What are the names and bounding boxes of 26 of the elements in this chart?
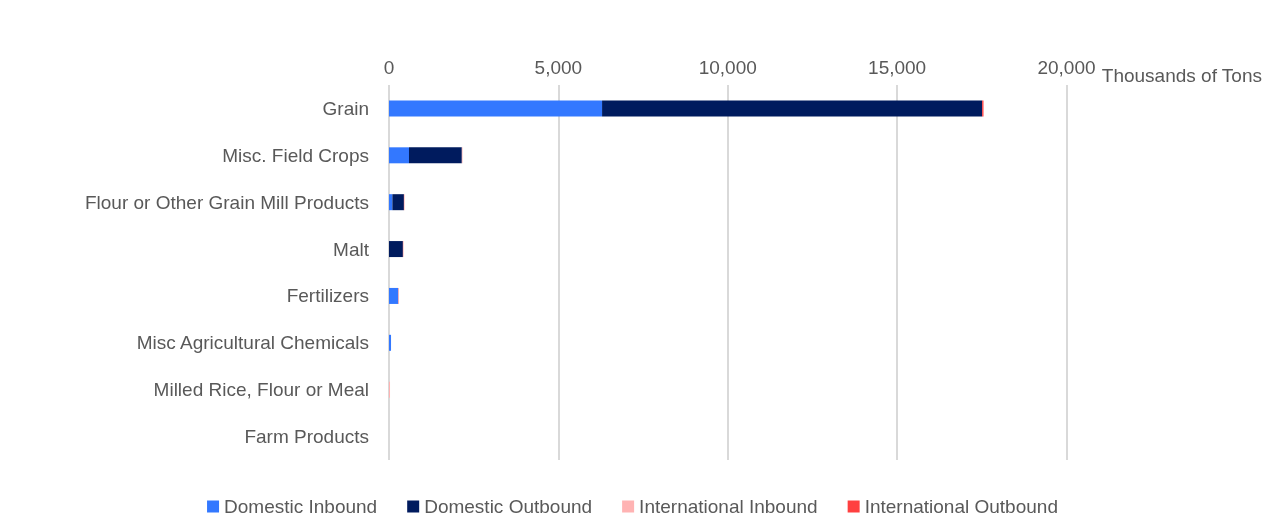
y-tick-label: Grain (322, 97, 369, 119)
bar (392, 194, 404, 211)
bar (389, 241, 403, 258)
x-tick-label: 10,000 (698, 57, 757, 78)
x-tick-label: 5,000 (534, 57, 583, 78)
bar (389, 334, 392, 351)
y-tick-label: Misc. Field Crops (222, 144, 369, 166)
legend-label: Domestic Outbound (424, 496, 593, 517)
x-tick-label: 15,000 (868, 57, 927, 78)
legend-label: Domestic Inbound (224, 496, 378, 517)
y-tick-label: Fertilizers (286, 285, 369, 307)
y-tick-label: Malt (333, 238, 370, 260)
y-tick-label: Misc Agricultural Chemicals (136, 332, 369, 354)
x-axis-title: Thousands of Tons (1101, 65, 1262, 86)
y-tick-label: Farm Products (244, 426, 369, 448)
y-tick-label: Flour or Other Grain Mill Products (84, 191, 369, 213)
x-tick-label: 20,000 (1037, 57, 1096, 78)
bar (389, 287, 399, 304)
y-tick-label: Milled Rice, Flour or Meal (153, 379, 369, 401)
bar (408, 147, 462, 164)
bar (602, 100, 983, 117)
legend-label: International Inbound (639, 496, 818, 517)
x-tick-label: 0 (383, 57, 395, 78)
legend-label: International Outbound (864, 496, 1058, 517)
bar (389, 100, 603, 117)
bar (389, 147, 409, 164)
